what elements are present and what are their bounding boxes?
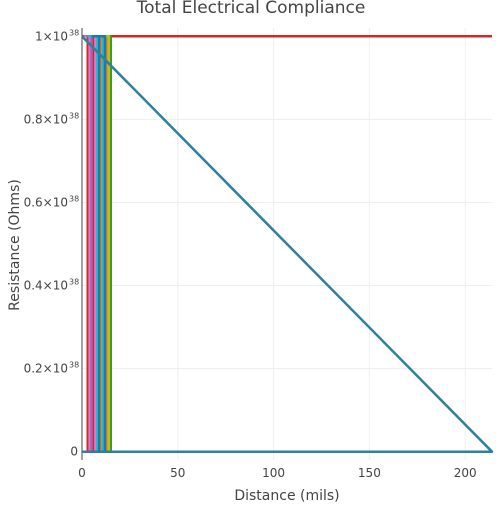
y-tick-label: 0.4×10	[24, 279, 68, 293]
y-tick-exponent: 38	[69, 111, 79, 120]
y-tick-label: 0.8×10	[24, 112, 68, 126]
series-group	[81, 35, 494, 453]
x-tick-label: 150	[358, 466, 381, 480]
y-tick-exponent: 38	[69, 194, 79, 203]
y-tick-label: 0.2×10	[24, 362, 68, 376]
x-tick-label: 100	[262, 466, 285, 480]
x-tick-label: 0	[78, 466, 86, 480]
series-line-9	[81, 35, 494, 453]
y-tick-exponent: 38	[69, 28, 79, 37]
x-axis-label: Distance (mils)	[234, 488, 339, 504]
y-tick-label: 1×10	[35, 29, 68, 43]
chart-title: Total Electrical Compliance	[136, 0, 366, 18]
y-axis-label: Resistance (Ohms)	[7, 179, 23, 311]
y-tick-exponent: 38	[69, 278, 79, 287]
y-tick-label: 0	[70, 445, 78, 459]
y-tick-label: 0.6×10	[24, 195, 68, 209]
y-tick-exponent: 38	[69, 361, 79, 370]
x-tick-label: 200	[454, 466, 477, 480]
x-tick-label: 50	[170, 466, 185, 480]
